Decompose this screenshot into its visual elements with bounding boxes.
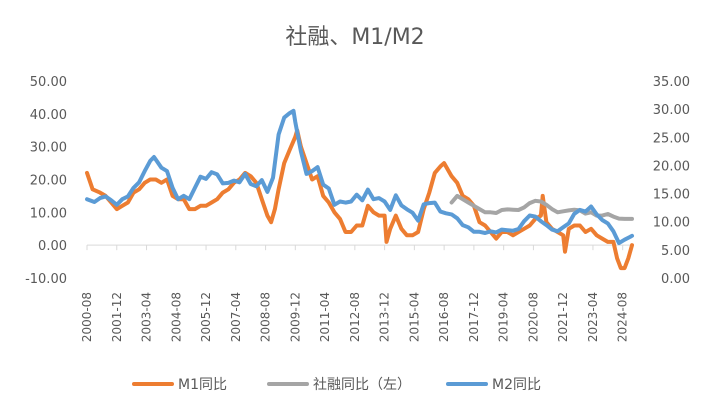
y-right-tick-label: 20.00	[653, 159, 690, 174]
y-left-tick-label: 50.00	[30, 75, 67, 90]
x-tick-label: 2017-12	[467, 292, 481, 342]
x-tick-label: 2003-04	[140, 292, 154, 342]
legend-label-2: M2同比	[492, 377, 541, 393]
x-tick-label: 2011-04	[318, 292, 332, 342]
chart-title: 社融、M1/M2	[285, 25, 424, 50]
series-line-2	[85, 108, 634, 246]
y-left-tick-label: 10.00	[30, 206, 67, 221]
x-tick-label: 2016-08	[437, 292, 451, 342]
y-left-tick-label: 40.00	[30, 108, 67, 123]
x-tick-label: 2024-08	[616, 292, 630, 342]
legend-label-0: M1同比	[178, 377, 227, 393]
x-tick-label: 2008-08	[259, 292, 273, 342]
x-tick-label: 2005-12	[199, 292, 213, 342]
x-tick-label: 2020-08	[526, 292, 540, 342]
x-tick-label: 2015-04	[407, 292, 421, 342]
legend-label-1: 社融同比（左）	[313, 377, 411, 393]
x-tick-label: 2004-08	[169, 292, 183, 342]
y-right-tick-label: 10.00	[653, 216, 690, 231]
y-left-tick-label: 30.00	[30, 141, 67, 156]
y-left-tick-label: -10.00	[25, 272, 67, 287]
y-right-tick-label: 25.00	[653, 131, 690, 146]
x-tick-label: 2023-04	[586, 292, 600, 342]
y-right-tick-label: 0.00	[661, 272, 690, 287]
x-tick-label: 2019-04	[497, 292, 511, 342]
x-tick-label: 2001-12	[110, 292, 124, 342]
x-tick-label: 2021-12	[556, 292, 570, 342]
y-right-tick-label: 35.00	[653, 75, 690, 90]
y-right-tick-label: 30.00	[653, 103, 690, 118]
x-tick-label: 2013-12	[378, 292, 392, 342]
x-tick-label: 2007-04	[229, 292, 243, 342]
y-right-tick-label: 5.00	[661, 244, 690, 259]
legend: M1同比 社融同比（左） M2同比	[132, 377, 541, 393]
y-right-tick-label: 15.00	[653, 188, 690, 203]
x-tick-label: 2000-08	[80, 292, 94, 342]
axes-layer: 2000-08 2001-12 2003-04 2004-08 2005-12 2007-…	[25, 75, 690, 342]
y-left-tick-label: 20.00	[30, 174, 67, 189]
x-tick-label: 2009-12	[288, 292, 302, 342]
series-layer	[85, 108, 634, 271]
x-tick-label: 2012-08	[348, 292, 362, 342]
y-left-tick-label: 0.00	[38, 239, 67, 254]
series-line-1	[449, 193, 634, 221]
